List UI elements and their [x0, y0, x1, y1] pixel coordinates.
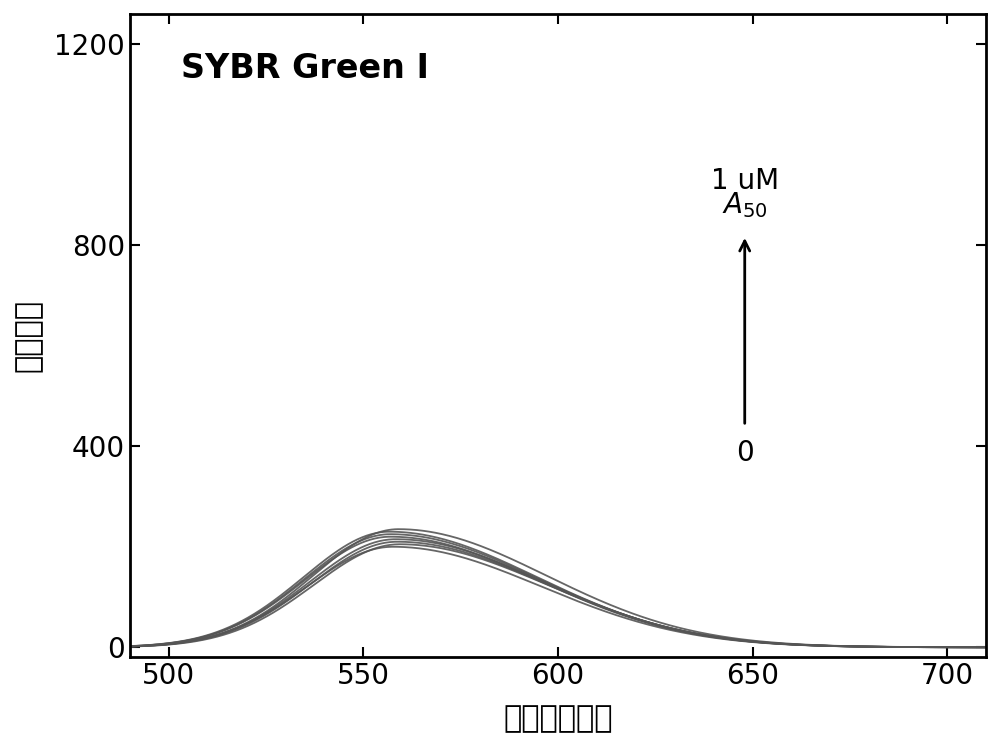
Text: 0: 0: [736, 438, 754, 467]
Text: 1 uM: 1 uM: [711, 167, 779, 195]
Text: $A_{50}$: $A_{50}$: [722, 190, 768, 220]
X-axis label: 波长（纳米）: 波长（纳米）: [503, 704, 613, 733]
Text: SYBR Green I: SYBR Green I: [181, 52, 429, 85]
Y-axis label: 荧光强度: 荧光强度: [14, 299, 43, 372]
